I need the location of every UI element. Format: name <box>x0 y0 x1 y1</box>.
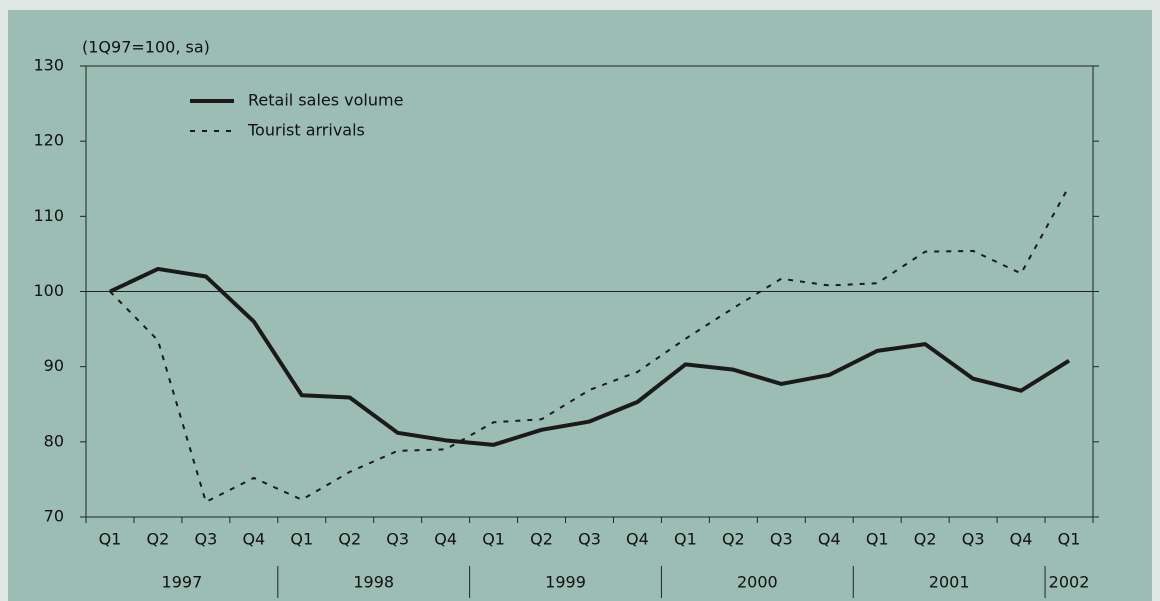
chart-panel <box>8 10 1152 601</box>
year-label: 1997 <box>162 573 203 592</box>
y-tick-label: 130 <box>33 56 64 75</box>
year-label: 1999 <box>545 573 586 592</box>
x-tick-label: Q2 <box>530 530 553 549</box>
x-tick-label: Q4 <box>434 530 457 549</box>
y-tick-label: 100 <box>33 281 64 300</box>
year-label: 2001 <box>929 573 970 592</box>
x-tick-label: Q2 <box>338 530 361 549</box>
x-tick-label: Q3 <box>194 530 217 549</box>
x-tick-label: Q3 <box>962 530 985 549</box>
y-tick-label: 110 <box>33 206 64 225</box>
y-tick-label: 70 <box>44 507 64 526</box>
x-tick-label: Q1 <box>866 530 889 549</box>
x-tick-label: Q4 <box>1010 530 1033 549</box>
legend-label: Retail sales volume <box>248 91 403 110</box>
y-tick-label: 120 <box>33 131 64 150</box>
y-tick-label: 80 <box>44 431 64 450</box>
legend-label: Tourist arrivals <box>247 121 365 140</box>
year-label: 1998 <box>353 573 394 592</box>
x-tick-label: Q4 <box>242 530 265 549</box>
year-label: 2002 <box>1049 573 1090 592</box>
x-tick-label: Q4 <box>626 530 649 549</box>
x-tick-label: Q1 <box>482 530 505 549</box>
x-tick-label: Q2 <box>722 530 745 549</box>
series-line <box>109 266 1071 447</box>
unit-label: (1Q97=100, sa) <box>82 38 210 57</box>
x-tick-label: Q2 <box>914 530 937 549</box>
x-tick-label: Q3 <box>386 530 409 549</box>
x-tick-label: Q4 <box>818 530 841 549</box>
x-tick-label: Q2 <box>147 530 170 549</box>
x-tick-label: Q1 <box>290 530 313 549</box>
x-tick-label: Q3 <box>578 530 601 549</box>
x-tick-label: Q1 <box>99 530 122 549</box>
x-tick-label: Q1 <box>674 530 697 549</box>
year-label: 2000 <box>737 573 778 592</box>
y-tick-label: 90 <box>44 356 64 375</box>
x-tick-label: Q1 <box>1058 530 1081 549</box>
x-tick-label: Q3 <box>770 530 793 549</box>
